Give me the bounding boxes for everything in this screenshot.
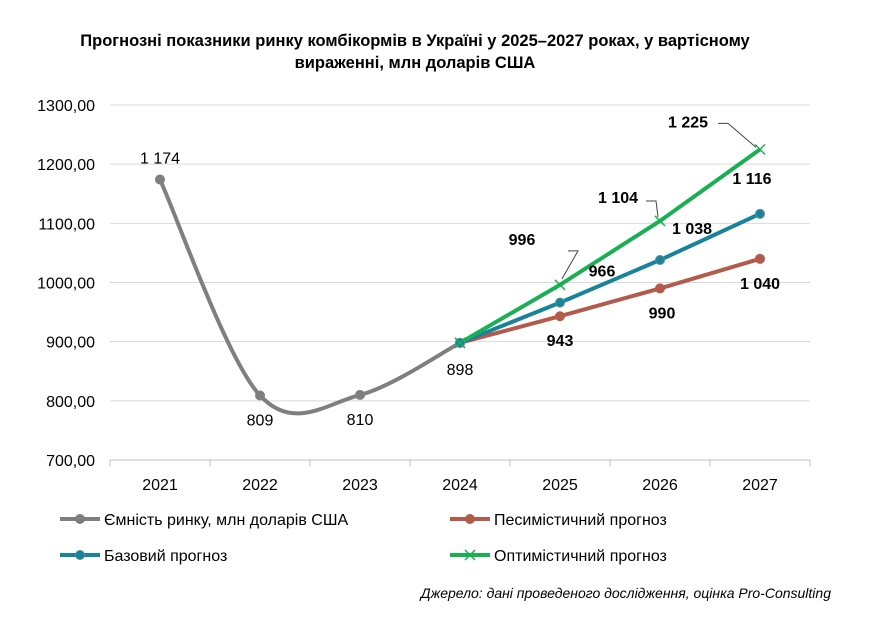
data-point-marker: [654, 215, 666, 227]
marker-stroke: [654, 215, 666, 227]
chart-title-line2: вираженні, млн доларів США: [294, 54, 536, 72]
data-point-marker: [465, 514, 475, 524]
legend-item-2: Базовий прогноз: [60, 548, 227, 565]
y-tick-label: 800,00: [46, 394, 95, 411]
legend-label: Ємність ринку, млн доларів США: [104, 512, 348, 529]
data-point-marker: [655, 283, 665, 294]
x-tick-label: 2025: [542, 477, 578, 494]
x-tick-label: 2024: [442, 477, 478, 494]
source-note: Джерело: дані проведеного дослідження, о…: [420, 585, 831, 601]
label-leader-line: [561, 250, 579, 280]
data-point-marker: [554, 279, 566, 291]
data-label: 898: [447, 362, 474, 379]
data-label: 810: [347, 412, 374, 429]
legend-label: Песимістичний прогноз: [494, 512, 667, 529]
marker-stroke: [554, 279, 566, 291]
data-label: 996: [509, 232, 536, 249]
y-axis: 700,00 800,00 900,00 1000,00 1100,00 1200,00 1…: [37, 98, 95, 470]
data-label: 1 174: [140, 151, 180, 168]
legend-item-1: Песимістичний прогноз: [450, 512, 667, 529]
data-label: 943: [547, 333, 574, 350]
legend-label: Оптимістичний прогноз: [494, 548, 667, 565]
legend: Ємність ринку, млн доларів США Песимістич…: [60, 512, 667, 565]
data-point-marker: [75, 550, 85, 560]
data-point-marker: [454, 337, 466, 349]
data-point-marker: [755, 253, 765, 264]
data-point-marker: [464, 549, 476, 561]
x-tick-label: 2027: [742, 477, 778, 494]
series-line-0: [158, 178, 461, 416]
y-tick-label: 1000,00: [37, 276, 95, 293]
marker-stroke: [754, 143, 766, 155]
legend-label: Базовий прогноз: [104, 548, 227, 565]
chart-title-line1: Прогнозні показники ринку комбікормів в …: [80, 32, 750, 50]
data-label: 1 040: [740, 276, 780, 293]
series-line-1: [459, 256, 761, 345]
data-label: 1 116: [732, 171, 771, 188]
data-labels: 1 174 809 810 898 943 990 1 040 966 1 038 1 116 99…: [140, 114, 780, 429]
marker-stroke: [454, 337, 466, 349]
x-tick-label: 2023: [342, 477, 378, 494]
label-leader-line: [718, 122, 757, 148]
data-label: 1 104: [598, 190, 638, 207]
x-tick-label: 2022: [242, 477, 278, 494]
label-leader-line: [646, 200, 659, 218]
y-tick-label: 1300,00: [37, 98, 95, 115]
data-point-marker: [754, 143, 766, 155]
data-label: 809: [247, 413, 274, 430]
data-point-marker: [755, 208, 765, 219]
data-point-marker: [75, 514, 85, 524]
y-tick-label: 900,00: [46, 335, 95, 352]
y-tick-label: 700,00: [46, 453, 95, 470]
data-label: 1 038: [672, 221, 712, 238]
data-point-marker: [655, 255, 665, 266]
series-line-2: [459, 212, 761, 345]
data-label: 990: [649, 305, 676, 322]
data-point-marker: [555, 297, 565, 308]
x-tick-label: 2021: [142, 477, 178, 494]
data-label: 1 225: [668, 114, 708, 131]
y-tick-label: 1100,00: [38, 216, 95, 233]
marker-stroke: [464, 549, 476, 561]
data-label: 966: [589, 264, 616, 281]
x-tick-label: 2026: [642, 477, 678, 494]
chart-title: Прогнозні показники ринку комбікормів в …: [20, 30, 810, 74]
x-axis: 2021 2022 2023 2024 2025 2026 2027: [109, 460, 811, 494]
y-tick-label: 1200,00: [37, 157, 95, 174]
series-line-3: [458, 147, 762, 345]
data-point-marker: [155, 174, 165, 185]
series-layer: [155, 143, 766, 416]
gridlines: [110, 104, 810, 461]
data-point-marker: [355, 389, 365, 400]
legend-item-0: Ємність ринку, млн доларів США: [60, 512, 348, 529]
data-point-marker: [255, 390, 265, 401]
legend-item-3: Оптимістичний прогноз: [450, 548, 667, 565]
data-point-marker: [555, 311, 565, 322]
